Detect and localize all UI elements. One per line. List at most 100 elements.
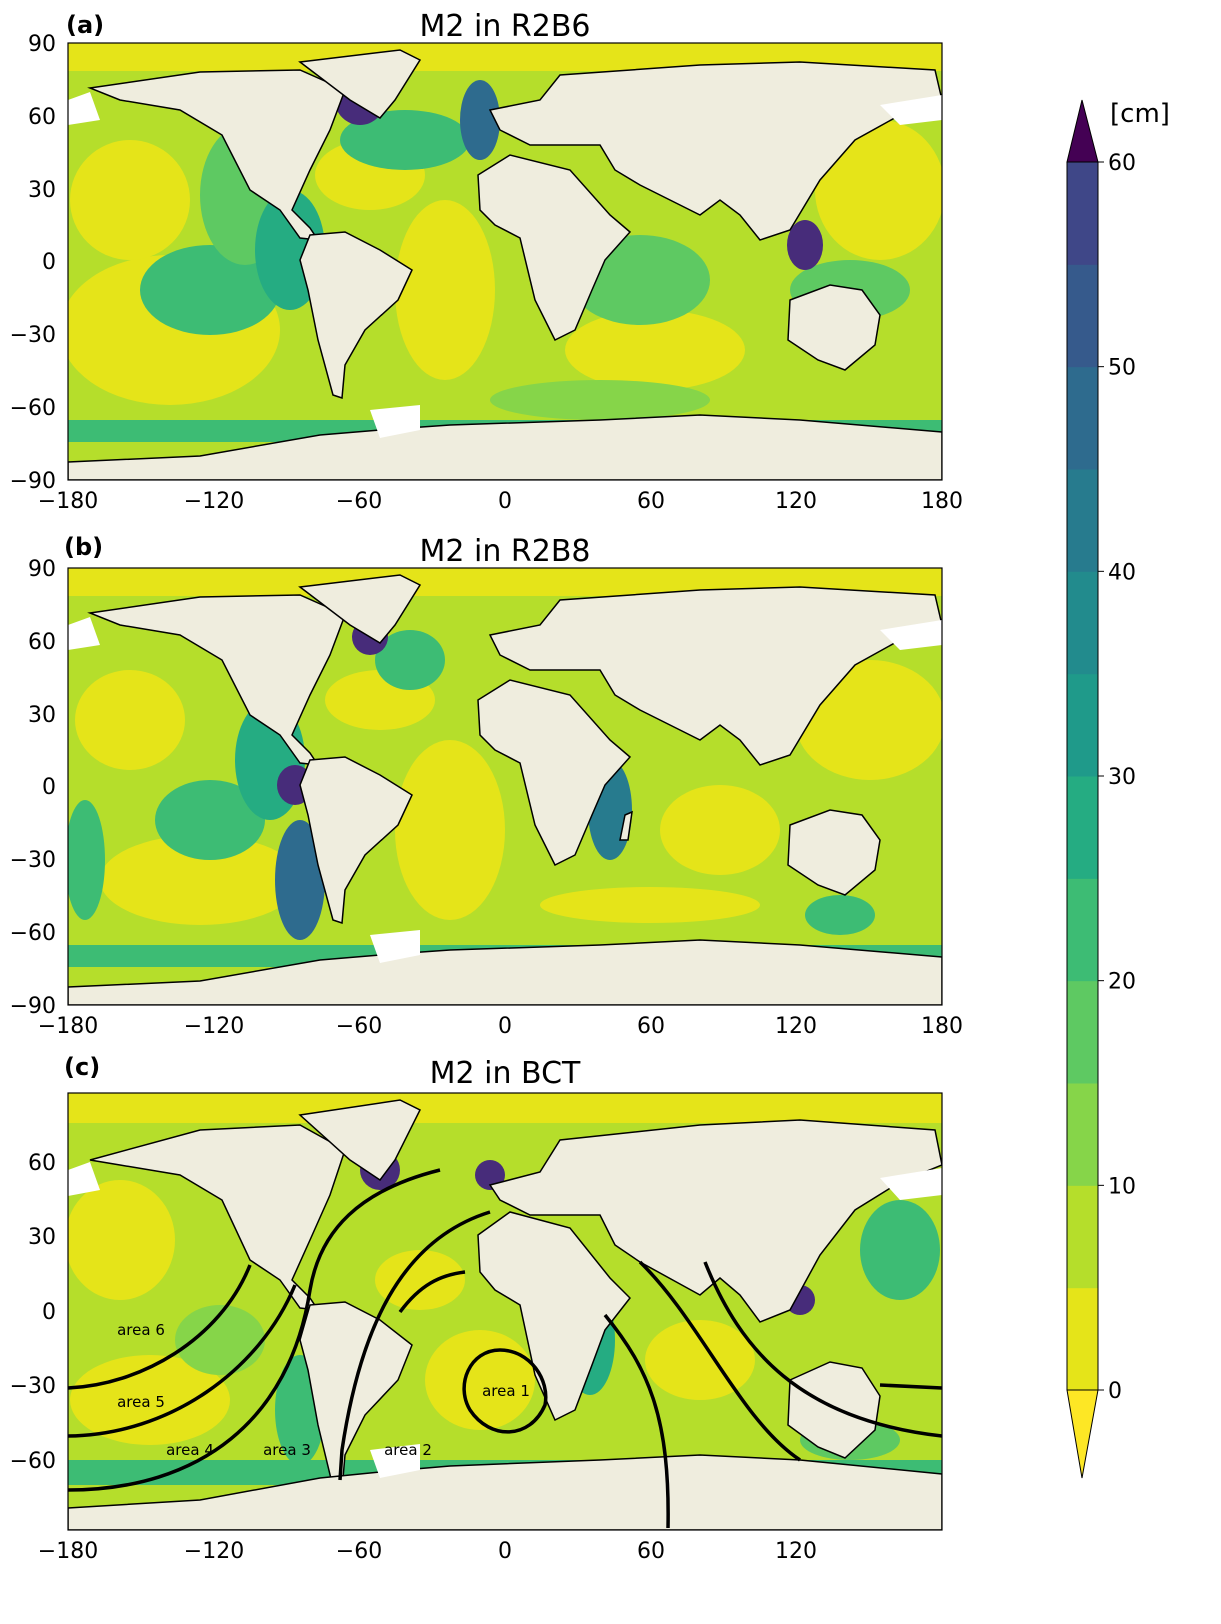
- y-tick-label: 90: [28, 32, 56, 57]
- antarctica: [68, 939, 942, 1005]
- boundary-line: [398, 1270, 466, 1314]
- y-tick-label: 30: [28, 703, 56, 728]
- plot-frame: [67, 567, 943, 1006]
- south-america: [299, 231, 413, 400]
- amplitude-patch: [395, 740, 505, 920]
- area-labels: area 1 area 2 area 3 area 4 area 5 area …: [117, 1321, 530, 1459]
- x-tick-label: 0: [498, 489, 512, 514]
- map-b: [68, 568, 942, 1005]
- y-tick-label: 90: [28, 557, 56, 582]
- colorbar-segment: [1067, 1083, 1098, 1186]
- boundary-line: [68, 1168, 441, 1492]
- area-label: area 5: [117, 1393, 165, 1411]
- y-tick-label: −60: [10, 1449, 56, 1474]
- south-america: [299, 756, 413, 925]
- area-label: area 1: [482, 1382, 530, 1400]
- colorbar-tick-label: 60: [1108, 151, 1136, 176]
- colorbar: [cm] 0 10 20 30 40 50 60: [1066, 99, 1170, 1479]
- x-tick-label: 0: [498, 1014, 512, 1039]
- x-tick-labels: −180 −120 −60 0 60 120 180: [38, 489, 963, 514]
- boundary-line: [703, 1261, 942, 1438]
- colorbar-segment: [1067, 264, 1098, 368]
- panel-a: (a) M2 in R2B6: [10, 9, 963, 514]
- amplitude-patch: [860, 1200, 940, 1300]
- colorbar-segment: [1067, 469, 1098, 572]
- greenland: [298, 574, 422, 644]
- australia: [787, 1361, 881, 1459]
- x-tick-label: −180: [38, 1014, 98, 1039]
- x-tick-label: 60: [637, 1014, 665, 1039]
- colorbar-under-arrow: [1066, 1389, 1099, 1479]
- y-tick-label: −90: [10, 994, 56, 1019]
- sea-ice: [68, 617, 942, 963]
- amplitude-patch: [660, 785, 780, 875]
- x-tick-label: −60: [336, 489, 382, 514]
- amplitude-patch: [340, 110, 470, 170]
- amplitude-patch: [275, 820, 325, 940]
- greenland: [298, 49, 422, 119]
- x-tick-label: −180: [38, 489, 98, 514]
- amplitude-patch: [68, 800, 105, 920]
- panel-c-label: (c): [64, 1053, 100, 1081]
- south-america: [299, 1301, 413, 1492]
- amplitude-patch: [540, 887, 760, 923]
- map-a: [68, 43, 942, 480]
- y-tick-label: 0: [42, 250, 56, 275]
- boundary-line: [462, 1348, 548, 1434]
- y-tick-label: −30: [10, 1374, 56, 1399]
- x-tick-label: −120: [184, 1539, 244, 1564]
- y-tick-labels: 60 30 0 −30 −60: [10, 1151, 56, 1474]
- africa: [477, 154, 632, 342]
- amplitude-patch: [460, 80, 500, 160]
- land: [68, 574, 942, 1005]
- area-label: area 4: [166, 1441, 214, 1459]
- panel-a-title: M2 in R2B6: [420, 9, 591, 44]
- land: [68, 1099, 942, 1530]
- colorbar-segments: [1067, 162, 1098, 1391]
- y-tick-labels: 90 60 30 0 −30 −60 −90: [10, 557, 56, 1019]
- plot-frame: [67, 42, 943, 481]
- x-tick-label: 120: [775, 1014, 817, 1039]
- y-tick-label: 0: [42, 1300, 56, 1325]
- panel-b: (b) M2 in R2B8: [10, 533, 963, 1039]
- area-label: area 3: [263, 1441, 311, 1459]
- x-tick-label: 120: [775, 1539, 817, 1564]
- amplitude-patch: [375, 1250, 465, 1310]
- colorbar-tick-label: 40: [1108, 560, 1136, 585]
- antarctica: [68, 414, 942, 480]
- colorbar-segment: [1067, 673, 1098, 777]
- colorbar-segment: [1067, 980, 1098, 1084]
- y-tick-label: −90: [10, 469, 56, 494]
- colorbar-segment: [1067, 571, 1098, 675]
- y-tick-label: 60: [28, 105, 56, 130]
- australia: [787, 809, 881, 896]
- colorbar-ticks: 0 10 20 30 40 50 60: [1098, 151, 1136, 1404]
- x-tick-label: 180: [921, 1014, 963, 1039]
- y-tick-label: −60: [10, 921, 56, 946]
- amplitude-patch: [70, 1355, 230, 1445]
- colorbar-segment: [1067, 776, 1098, 879]
- y-tick-label: −30: [10, 323, 56, 348]
- panel-b-title: M2 in R2B8: [420, 534, 591, 569]
- colorbar-tick-label: 0: [1108, 1379, 1122, 1404]
- colorbar-unit-label: [cm]: [1110, 99, 1170, 129]
- eurasia: [488, 61, 942, 241]
- africa: [477, 1211, 631, 1422]
- y-tick-label: 0: [42, 775, 56, 800]
- amplitude-patch: [68, 1180, 175, 1300]
- x-tick-label: 60: [637, 489, 665, 514]
- colorbar-tick-label: 50: [1108, 356, 1136, 381]
- colorbar-segment: [1067, 366, 1098, 470]
- x-tick-label: 120: [775, 489, 817, 514]
- y-tick-label: 30: [28, 1225, 56, 1250]
- amplitude-patch: [565, 310, 745, 390]
- area-label: area 6: [117, 1321, 165, 1339]
- x-tick-label: 60: [637, 1539, 665, 1564]
- x-tick-labels: −180 −120 −60 0 60 120 180: [38, 1014, 963, 1039]
- amplitude-patch: [425, 1330, 535, 1430]
- antarctica: [68, 1454, 942, 1530]
- x-tick-label: 180: [921, 489, 963, 514]
- eurasia: [488, 586, 942, 766]
- amplitude-patch: [175, 1305, 265, 1375]
